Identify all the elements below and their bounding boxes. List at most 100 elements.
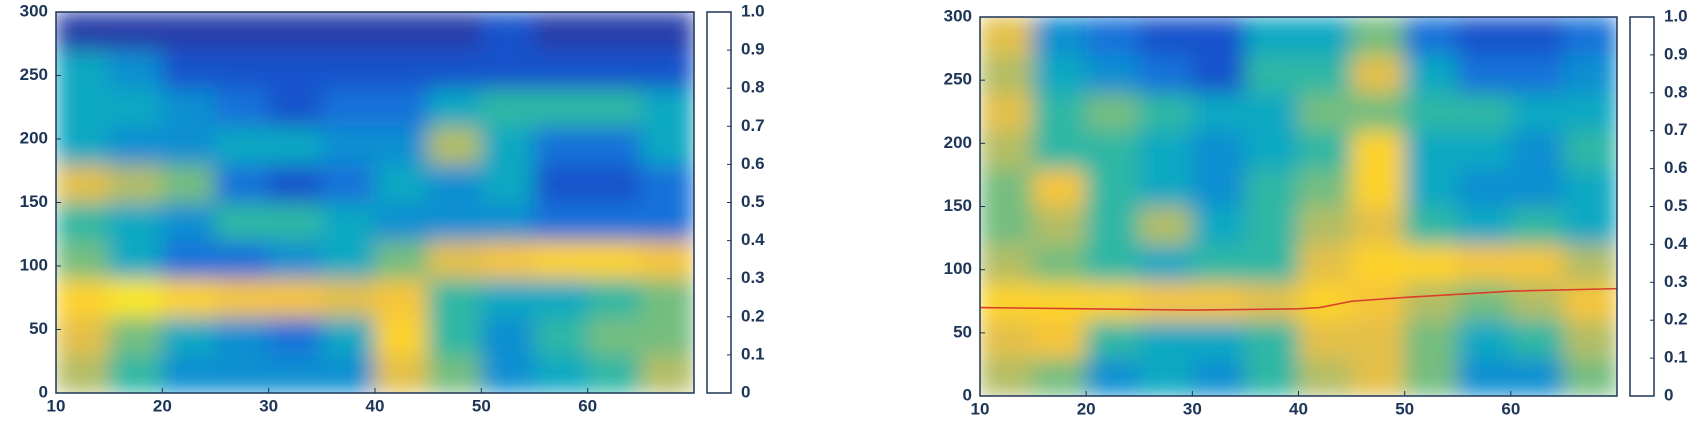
heatmap-cell	[1510, 281, 1565, 321]
heatmap-cell	[1298, 357, 1353, 396]
heatmap-cell	[321, 202, 376, 242]
heatmap-cell	[374, 87, 429, 127]
colorbar-tick-label: 0.1	[741, 344, 765, 363]
heatmap-cell	[268, 354, 323, 393]
heatmap-cell	[321, 87, 376, 127]
heatmap-cell	[1244, 130, 1299, 170]
heatmap-cell	[1032, 130, 1087, 170]
heatmap-cell	[1138, 206, 1193, 245]
heatmap-cell	[480, 354, 535, 393]
heatmap-cell	[640, 354, 694, 393]
heatmap-cell	[1563, 281, 1617, 321]
heatmap-cell	[1404, 319, 1459, 359]
heatmap-cell	[161, 125, 216, 165]
heatmap-cell	[1404, 17, 1459, 56]
heatmap-cell	[1085, 319, 1140, 359]
heatmap-cell	[1351, 92, 1406, 132]
heatmap-cell	[268, 240, 323, 280]
heatmap-cell	[640, 316, 694, 356]
heatmap-cell	[56, 87, 110, 127]
heatmap-cell	[1191, 357, 1246, 396]
heatmap-cell	[480, 202, 535, 242]
heatmap-cell	[1457, 17, 1512, 56]
heatmap-cell	[161, 163, 216, 203]
colorbar-tick-label: 0.8	[1664, 82, 1688, 101]
colorbar-tick-label: 0	[741, 382, 750, 401]
heatmap-cell	[1138, 17, 1193, 56]
heatmap-cell	[534, 163, 589, 203]
heatmap-cell	[268, 202, 323, 242]
heatmap-cell	[108, 354, 163, 393]
heatmap-cell	[321, 240, 376, 280]
heatmap-cell	[1510, 357, 1565, 396]
heatmap-cell	[108, 87, 163, 127]
heatmap-cell	[1404, 92, 1459, 132]
trace-line	[980, 287, 1617, 311]
heatmap-cell	[1298, 243, 1353, 283]
heatmap-cell	[980, 357, 1034, 396]
x-tick-label: 60	[578, 396, 597, 415]
heatmap-cell	[1244, 17, 1299, 56]
y-tick-label: 50	[953, 322, 972, 341]
heatmap-cell	[980, 243, 1034, 283]
heatmap-cell	[1457, 92, 1512, 132]
heatmap-cell	[480, 87, 535, 127]
heatmap-cell	[427, 354, 482, 393]
heatmap-cell	[1085, 168, 1140, 207]
heatmap-cell	[587, 125, 642, 165]
heatmap-cell	[980, 168, 1034, 207]
heatmap-cell	[1085, 281, 1140, 321]
y-tick-label: 100	[944, 259, 972, 278]
heatmap-cell	[1032, 168, 1087, 207]
colorbar-tick-label: 0.4	[1664, 234, 1688, 253]
x-tick-label: 20	[1077, 399, 1096, 418]
heatmap-cell	[427, 12, 482, 51]
y-tick-label: 200	[944, 133, 972, 152]
x-tick-label: 40	[366, 396, 385, 415]
heatmap-cell	[108, 202, 163, 242]
heatmap-cell	[1510, 92, 1565, 132]
heatmap-cell	[161, 278, 216, 318]
heatmap-cell	[640, 240, 694, 280]
heatmap-cell	[1191, 130, 1246, 170]
heatmap-cell	[1457, 168, 1512, 207]
heatmap-cell	[534, 240, 589, 280]
colorbar-tick-label: 0	[1664, 385, 1673, 404]
heatmap-cell	[534, 278, 589, 318]
heatmap-cell	[161, 202, 216, 242]
heatmap-cell	[534, 202, 589, 242]
heatmap-cell	[587, 278, 642, 318]
heatmap-cell	[108, 316, 163, 356]
heatmap-cell	[1457, 357, 1512, 396]
heatmap-cell	[1085, 17, 1140, 56]
heatmap-cell	[534, 354, 589, 393]
heatmap-cell	[374, 202, 429, 242]
colorbar-tick-label: 0.3	[741, 268, 765, 287]
heatmap-cell	[1510, 54, 1565, 94]
colorbar-tick-label: 0.6	[741, 154, 765, 173]
heatmap-cell	[640, 125, 694, 165]
heatmap-cell	[108, 49, 163, 89]
heatmap-cell	[1244, 357, 1299, 396]
heatmap-cell	[56, 202, 110, 242]
heatmap-cell	[587, 87, 642, 127]
heatmap-cell	[108, 163, 163, 203]
heatmap-cell	[480, 240, 535, 280]
heatmap-cell	[1191, 168, 1246, 207]
heatmap-cell	[427, 87, 482, 127]
heatmap-cell	[321, 354, 376, 393]
heatmap-cell	[1191, 17, 1246, 56]
heatmap-cell	[268, 278, 323, 318]
heatmap	[980, 17, 1617, 396]
heatmap-cell	[56, 316, 110, 356]
heatmap-cell	[321, 163, 376, 203]
heatmap-cell	[374, 354, 429, 393]
heatmap-cell	[427, 202, 482, 242]
heatmap-cell	[1298, 281, 1353, 321]
heatmap-cell	[215, 87, 270, 127]
heatmap-cell	[640, 202, 694, 242]
heatmap-cell	[1351, 17, 1406, 56]
heatmap-cell	[427, 278, 482, 318]
heatmap-cell	[1510, 130, 1565, 170]
